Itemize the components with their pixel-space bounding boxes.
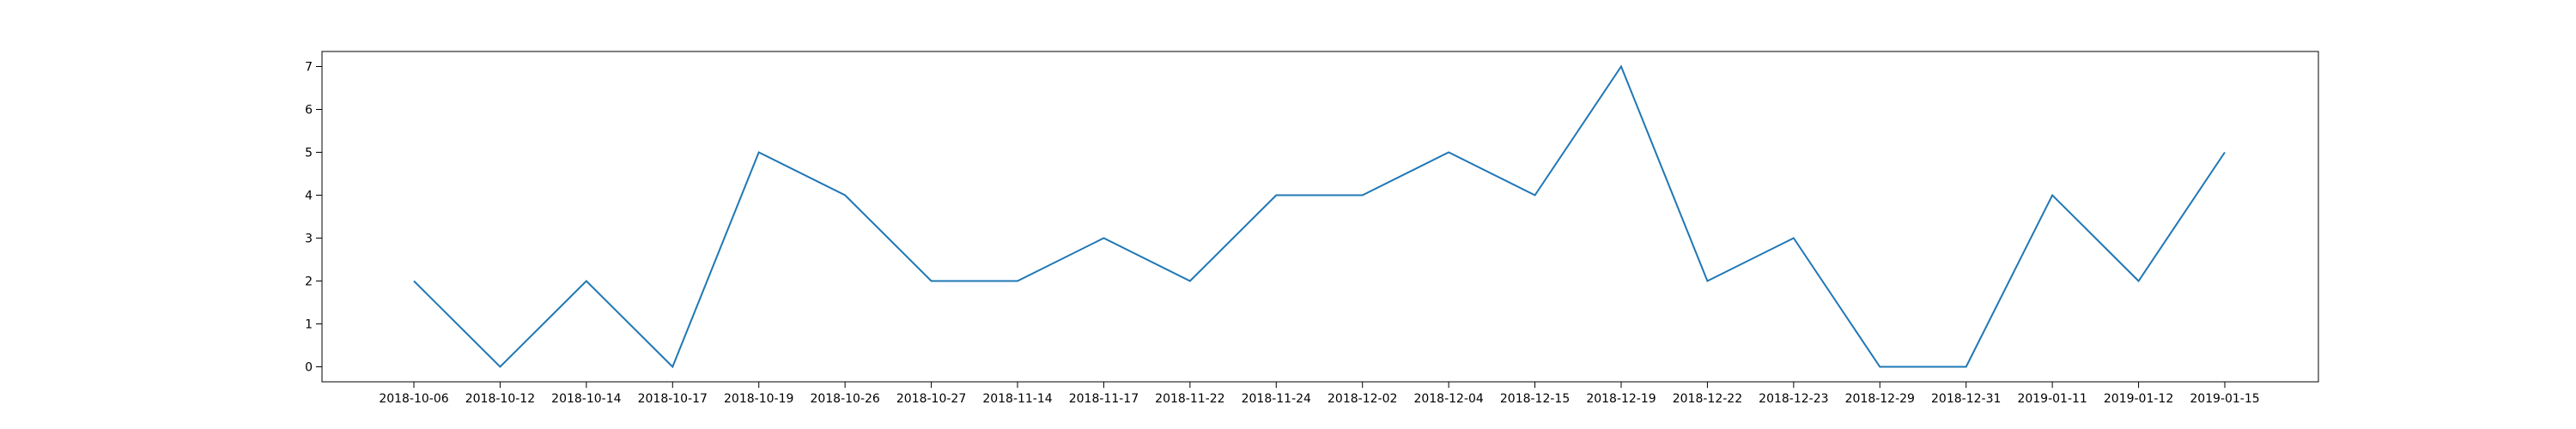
data-point: [1275, 195, 1277, 196]
x-tick-label: 2018-10-26: [810, 392, 879, 406]
data-point: [2224, 152, 2226, 154]
data-point: [586, 281, 587, 282]
data-point: [1620, 66, 1622, 68]
data-point: [1362, 195, 1364, 196]
x-tick-label: 2019-01-15: [2190, 392, 2259, 406]
x-tick-label: 2018-10-14: [551, 392, 621, 406]
x-tick-label: 2018-10-27: [896, 392, 966, 406]
x-tick-label: 2018-11-17: [1069, 392, 1139, 406]
series-line: [413, 64, 2226, 369]
x-tick-label: 2018-10-06: [379, 392, 448, 406]
x-tick-label: 2018-12-31: [1931, 392, 2001, 406]
data-point: [1017, 281, 1018, 282]
data-point: [1534, 195, 1536, 196]
x-tick-label: 2018-12-02: [1327, 392, 1397, 406]
data-point: [1793, 238, 1795, 239]
series-layer: [413, 64, 2226, 369]
data-point: [1706, 281, 1708, 282]
data-point: [1189, 281, 1191, 282]
x-tick-label: 2018-12-23: [1759, 392, 1828, 406]
y-tick-label: 0: [305, 361, 313, 375]
y-tick-label: 1: [305, 318, 313, 332]
y-tick-label: 4: [305, 190, 313, 203]
y-tick-label: 2: [305, 275, 313, 289]
x-tick-label: 2019-01-12: [2104, 392, 2173, 406]
x-tick-label: 2019-01-11: [2017, 392, 2087, 406]
data-point: [1103, 238, 1104, 239]
x-tick-label: 2018-10-12: [465, 392, 535, 406]
x-tick-label: 2018-12-19: [1586, 392, 1656, 406]
x-tick-label: 2018-11-14: [982, 392, 1052, 406]
y-tick-label: 6: [305, 104, 313, 118]
x-tick-label: 2018-10-19: [724, 392, 793, 406]
y-axis: 0 1 2 3 4 5 6 7: [305, 61, 322, 375]
data-point: [1879, 366, 1880, 368]
data-point: [2051, 195, 2053, 196]
plot-frame: [321, 51, 2319, 383]
x-axis: 2018-10-06 2018-10-12 2018-10-14 2018-10-17…: [379, 382, 2260, 406]
y-tick-label: 5: [305, 147, 313, 160]
x-tick-label: 2018-12-15: [1500, 392, 1570, 406]
data-point: [499, 366, 501, 368]
y-tick-label: 7: [305, 61, 313, 75]
data-point: [671, 366, 673, 368]
data-point: [844, 195, 846, 196]
data-point: [1448, 152, 1449, 154]
x-tick-label: 2018-12-04: [1413, 392, 1483, 406]
plot-area: [322, 51, 2318, 382]
data-point: [413, 281, 415, 282]
data-point: [758, 152, 760, 154]
data-point: [931, 281, 933, 282]
data-point: [2138, 281, 2140, 282]
data-point: [1965, 366, 1967, 368]
y-tick-label: 3: [305, 233, 313, 246]
x-tick-label: 2018-11-24: [1242, 392, 1311, 406]
x-tick-label: 2018-12-22: [1673, 392, 1742, 406]
x-tick-label: 2018-12-29: [1845, 392, 1915, 406]
x-tick-label: 2018-10-17: [638, 392, 708, 406]
x-tick-label: 2018-11-22: [1155, 392, 1224, 406]
